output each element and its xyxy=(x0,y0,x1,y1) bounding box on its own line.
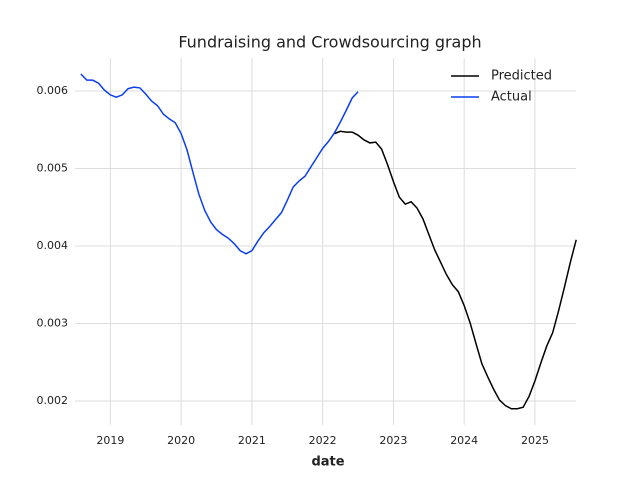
x-tick-label: 2023 xyxy=(379,434,407,447)
grid xyxy=(75,58,576,425)
series-line xyxy=(80,73,359,255)
x-tick-label: 2024 xyxy=(450,434,478,447)
chart-title: Fundraising and Crowdsourcing graph xyxy=(178,33,481,52)
legend-label: Predicted xyxy=(491,69,552,84)
x-tick-label: 2020 xyxy=(167,434,195,447)
x-axis-label: date xyxy=(311,455,344,470)
x-tick-label: 2021 xyxy=(238,434,266,447)
x-tick-label: 2022 xyxy=(309,434,337,447)
series-line xyxy=(334,130,577,410)
y-tick-label: 0.002 xyxy=(37,394,69,407)
y-tick-label: 0.004 xyxy=(37,239,69,252)
y-tick-label: 0.005 xyxy=(37,162,69,175)
legend-label: Actual xyxy=(491,90,532,105)
x-tick-label: 2019 xyxy=(96,434,124,447)
y-tick-label: 0.006 xyxy=(37,84,69,97)
x-tick-label: 2025 xyxy=(521,434,549,447)
y-tick-label: 0.003 xyxy=(37,316,69,329)
